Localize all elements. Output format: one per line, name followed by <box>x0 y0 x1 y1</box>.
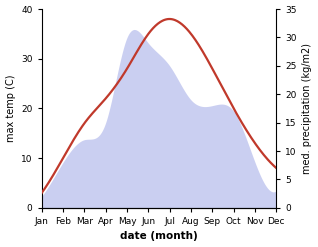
Y-axis label: max temp (C): max temp (C) <box>5 75 16 142</box>
Y-axis label: med. precipitation (kg/m2): med. precipitation (kg/m2) <box>302 43 313 174</box>
X-axis label: date (month): date (month) <box>120 231 198 242</box>
